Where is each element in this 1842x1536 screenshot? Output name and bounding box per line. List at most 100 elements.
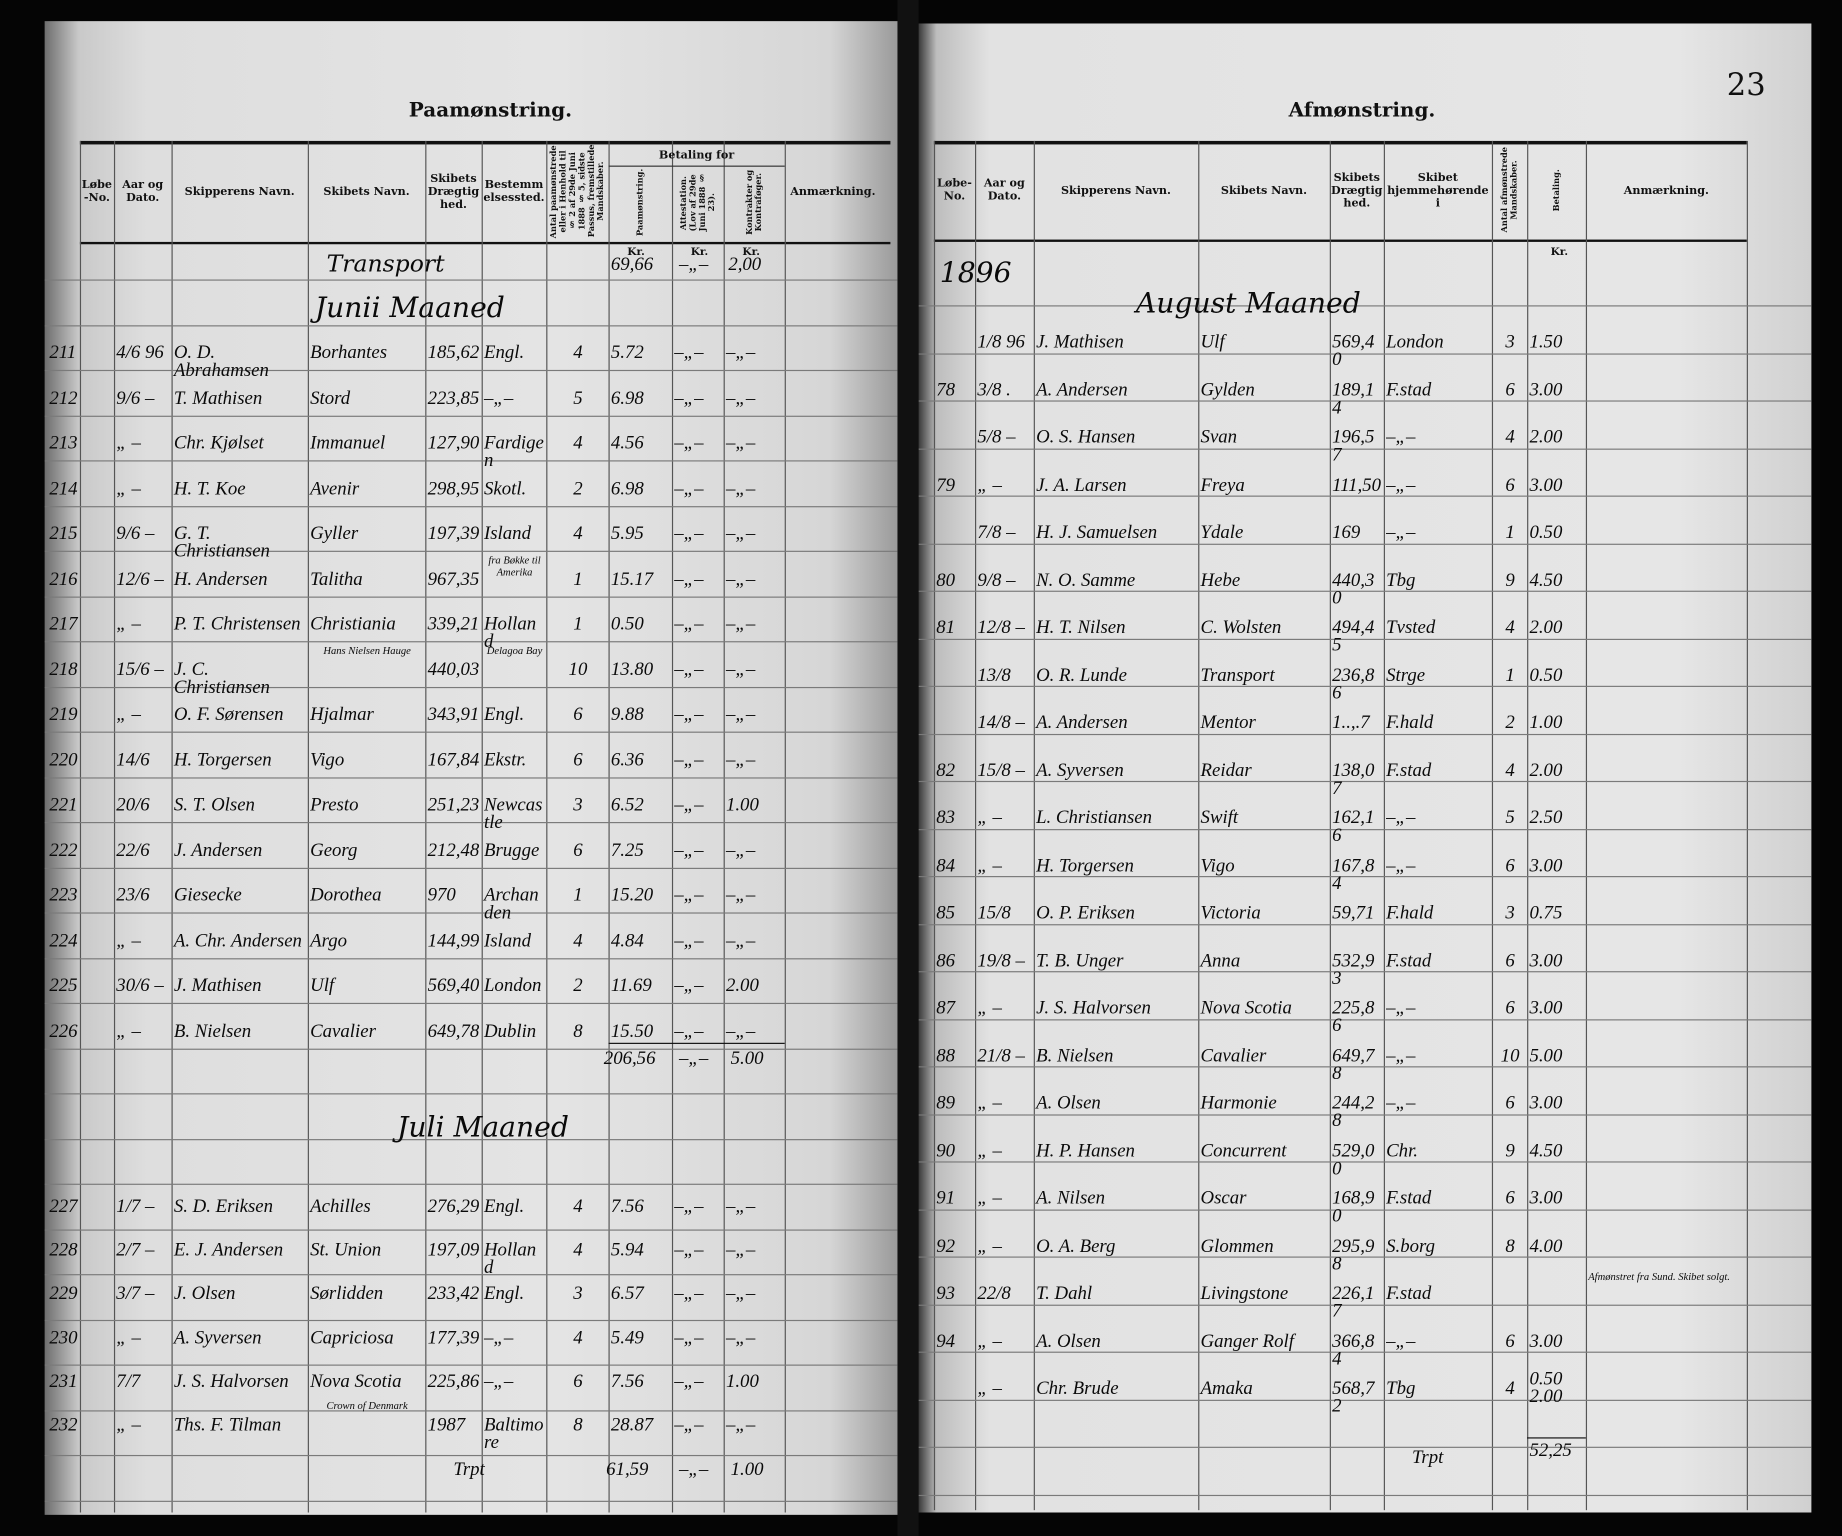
ship-tonnage: 532,93 [1332,950,1375,989]
row-date: „ – [977,1235,1002,1256]
row-number: 92 [936,1235,956,1256]
fee-paamonstring: 6.52 [610,795,644,815]
row-number: 221 [49,795,78,815]
ship-tonnage: 162,16 [1332,807,1375,846]
fee-paamonstring: 4.84 [610,930,644,951]
ship-tonnage: 212,48 [427,840,480,861]
ship-tonnage: 298,95 [427,478,480,499]
fee-kontrakter: 1.00 [725,795,759,815]
row-date: „ – [116,433,141,454]
ruled-line [44,867,898,869]
column-header: Aar og Dato. [983,177,1025,204]
ship-tonnage: 225,86 [1332,998,1375,1036]
row-date: „ – [977,1140,1002,1161]
row-date: „ – [977,1378,1002,1399]
row-date: „ – [977,855,1002,876]
crew-count: 5 [573,388,583,409]
crew-count: 3 [573,1283,583,1304]
ship-name: Livingstone [1200,1283,1289,1304]
fee-attestation: –„– [674,749,704,770]
ruled-line [918,685,1812,687]
header-top-rule [933,140,1747,145]
ship-name: Glommen [1200,1235,1274,1256]
ruled-line [44,1319,898,1321]
column-line [1383,140,1385,1511]
ship-name: Immanuel [310,433,386,454]
column-line [113,140,116,1513]
skipper-name: S. T. Olsen [173,795,255,815]
fee-attestation: –„– [674,659,704,680]
fee-kontrakter: 1.00 [725,1371,759,1392]
row-date: 3/8 . [977,379,1011,400]
column-header: Løbe-No. [937,177,972,204]
home-port: –„– [1386,855,1416,876]
fee-kontrakter: –„– [725,568,756,589]
row-date: 9/8 – [977,570,1016,591]
ruled-line [44,1454,898,1457]
ruled-line [44,1364,898,1366]
fee-kontrakter: –„– [725,1283,756,1304]
crew-count: 8 [573,1021,583,1042]
skipper-name: E. J. Andersen [173,1240,284,1261]
ship-name: Swift [1200,807,1239,828]
ship-tonnage: 197,39 [427,523,480,544]
payment: 2.50 [1529,807,1563,828]
destination: Island [483,930,531,951]
home-port: Tvsted [1386,617,1436,638]
column-header: Bestemmelsessted. [483,178,545,205]
crew-count: 2 [573,478,583,499]
fee-kontrakter: –„– [725,930,756,951]
fee-kontrakter: –„– [725,749,756,770]
row-number: 90 [936,1140,956,1161]
ship-name: Harmonie [1200,1093,1277,1114]
ruled-line [44,686,898,688]
skipper-name: O. D. Abrahamsen [173,342,269,381]
currency-label: Kr. [742,246,760,259]
column-header: Aar og Dato. [122,178,164,205]
row-date: „ – [977,475,1002,495]
ship-tonnage: 223,85 [427,388,480,409]
payment: 1.50 [1529,332,1563,353]
ruled-line [918,638,1812,640]
ship-name: Oscar [1200,1188,1247,1209]
destination: Engl. [483,1283,525,1304]
destination: Holland [483,614,537,652]
row-date: 5/8 – [977,427,1016,448]
skipper-name: J. S. Halvorsen [173,1371,289,1392]
column-line [1527,140,1529,1511]
fee-kontrakter: –„– [725,478,756,499]
ship-name: Ydale [1200,522,1244,543]
column-line [671,140,674,1513]
ship-name: Borhantes [310,342,388,363]
fee-paamonstring: 4.56 [610,433,644,454]
skipper-name: J. Mathisen [1036,332,1124,353]
fee-paamonstring: 13.80 [610,659,654,680]
column-header: Kontrakter og Kontraføger. [743,170,764,236]
destination: Engl. [483,704,525,725]
fee-kontrakter: –„– [725,704,756,725]
crew-count: 8 [1505,1235,1515,1256]
column-line [481,140,483,1513]
ship-tonnage: 494,45 [1332,617,1375,656]
skipper-name: J. S. Halvorsen [1036,998,1151,1019]
row-date: 1/7 – [116,1196,155,1217]
ruled-line [44,550,898,552]
skipper-name: A. Syversen [173,1327,262,1348]
column-line [171,140,173,1513]
row-date: „ – [977,1093,1002,1114]
fee-kontrakter: –„– [725,614,756,635]
destination: Archanden [483,885,539,923]
row-date: 19/8 – [977,950,1025,971]
ship-name: Transport [1200,665,1275,686]
home-port: –„– [1386,998,1416,1019]
row-date: „ – [116,1021,141,1042]
ship-name: St. Union [310,1240,382,1261]
ship-name: Victoria [1200,903,1261,923]
ship-tonnage: 569,40 [1332,332,1375,370]
row-date: 3/7 – [116,1283,155,1304]
transport-attestation: –„– [678,254,709,275]
ship-name: Concurrent [1200,1140,1287,1161]
column-line [79,140,82,1513]
month-heading: Junii Maaned [314,291,505,325]
payment: 3.00 [1529,1331,1563,1352]
